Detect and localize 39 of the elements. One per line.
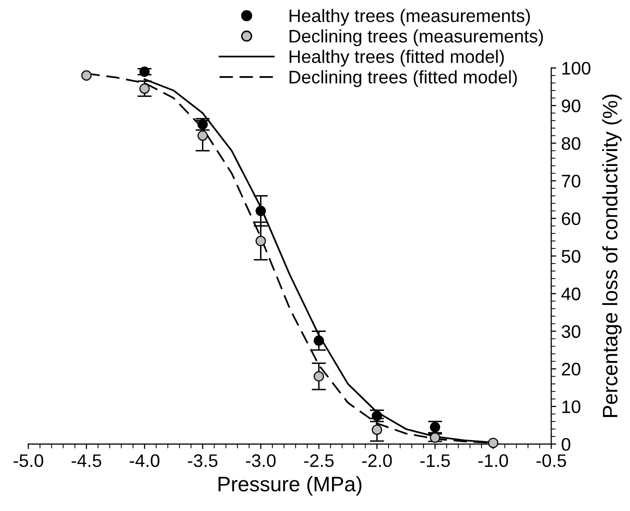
y-tick-label: 40 bbox=[561, 288, 580, 300]
y-tick-label: 30 bbox=[562, 325, 580, 338]
y-tick-label: 90 bbox=[562, 100, 580, 112]
point bbox=[139, 66, 150, 77]
y-tick-label: 20 bbox=[562, 362, 580, 376]
y-tick-label: 80 bbox=[562, 137, 580, 150]
point bbox=[256, 236, 266, 246]
point bbox=[139, 83, 150, 94]
point bbox=[81, 70, 92, 81]
x-tick-label: -2.5 bbox=[304, 454, 334, 468]
x-tick-label: -3.0 bbox=[246, 454, 276, 468]
x-tick-label: -1.5 bbox=[420, 454, 450, 468]
y-tick-label: 50 bbox=[562, 250, 580, 263]
y-tick-label: 10 bbox=[562, 400, 580, 414]
point bbox=[372, 424, 382, 435]
y-tick-label: 0 bbox=[562, 438, 570, 451]
x-tick-label: -4.5 bbox=[72, 454, 102, 468]
point bbox=[430, 432, 440, 443]
legend-label: Declining trees (measurements) bbox=[290, 29, 543, 46]
y-tick-label: 60 bbox=[562, 212, 580, 226]
point bbox=[488, 438, 498, 448]
point bbox=[197, 130, 208, 141]
legend-label: Healthy trees (measurements) bbox=[290, 8, 530, 26]
x-tick-label: -5.0 bbox=[14, 454, 44, 468]
x-tick-label: -3.5 bbox=[188, 454, 218, 468]
point bbox=[430, 422, 440, 432]
point bbox=[314, 371, 324, 382]
y-tick-label: 70 bbox=[562, 174, 580, 188]
point bbox=[256, 206, 266, 216]
legend-label: Declining trees (fitted model) bbox=[290, 70, 517, 88]
point bbox=[314, 335, 324, 346]
x-tick-label: -1.0 bbox=[478, 454, 508, 468]
y-axis-title: Percentage loss of conductivity (%) bbox=[602, 94, 622, 417]
x-tick-label: -2.0 bbox=[362, 454, 392, 468]
x-tick-label: -4.0 bbox=[130, 454, 160, 468]
x-tick-label: -0.5 bbox=[536, 454, 566, 468]
x-axis-title: Pressure (MPa) bbox=[218, 476, 362, 496]
y-tick-label: 100 bbox=[562, 62, 590, 75]
legend-label: Healthy trees (fitted model) bbox=[290, 50, 504, 67]
